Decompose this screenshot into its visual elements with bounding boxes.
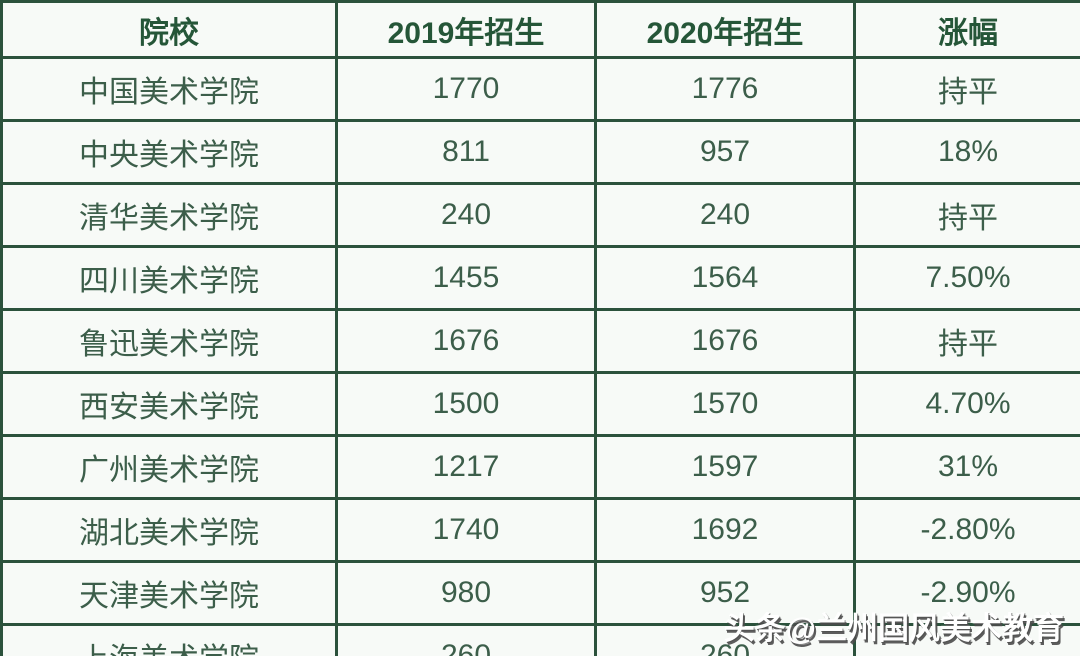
cell-change: 持平: [853, 56, 1080, 122]
cell-change: 持平: [853, 182, 1080, 248]
cell-change: 18%: [853, 119, 1080, 185]
table-row: 天津美术学院 980 952 -2.90%: [0, 560, 1080, 626]
cell-2020-enrollment: 1564: [594, 245, 856, 311]
table-row: 中央美术学院 811 957 18%: [0, 119, 1080, 185]
cell-2020-enrollment: 957: [594, 119, 856, 185]
cell-change: -2.90%: [853, 560, 1080, 626]
cell-institution: 广州美术学院: [0, 434, 338, 500]
cell-change: 7.50%: [853, 245, 1080, 311]
cell-change: [853, 623, 1080, 656]
header-change: 涨幅: [853, 0, 1080, 59]
cell-2019-enrollment: 811: [335, 119, 597, 185]
cell-2020-enrollment: 1570: [594, 371, 856, 437]
cell-2019-enrollment: 260: [335, 623, 597, 656]
cell-2019-enrollment: 1770: [335, 56, 597, 122]
cell-institution: 四川美术学院: [0, 245, 338, 311]
header-2020-enrollment: 2020年招生: [594, 0, 856, 59]
cell-institution: 中央美术学院: [0, 119, 338, 185]
table-row: 鲁迅美术学院 1676 1676 持平: [0, 308, 1080, 374]
cell-2019-enrollment: 240: [335, 182, 597, 248]
cell-institution: 清华美术学院: [0, 182, 338, 248]
cell-2019-enrollment: 1676: [335, 308, 597, 374]
cell-2020-enrollment: 260: [594, 623, 856, 656]
table-row: 西安美术学院 1500 1570 4.70%: [0, 371, 1080, 437]
cell-2020-enrollment: 1776: [594, 56, 856, 122]
cell-2020-enrollment: 1597: [594, 434, 856, 500]
cell-change: 4.70%: [853, 371, 1080, 437]
table-row: 湖北美术学院 1740 1692 -2.80%: [0, 497, 1080, 563]
table-row: 清华美术学院 240 240 持平: [0, 182, 1080, 248]
cell-institution: 上海美术学院: [0, 623, 338, 656]
cell-institution: 鲁迅美术学院: [0, 308, 338, 374]
cell-change: 31%: [853, 434, 1080, 500]
cell-institution: 湖北美术学院: [0, 497, 338, 563]
cell-2020-enrollment: 1692: [594, 497, 856, 563]
cell-2019-enrollment: 1455: [335, 245, 597, 311]
table-row: 四川美术学院 1455 1564 7.50%: [0, 245, 1080, 311]
cell-2019-enrollment: 980: [335, 560, 597, 626]
table-row: 中国美术学院 1770 1776 持平: [0, 56, 1080, 122]
table-row: 上海美术学院 260 260: [0, 623, 1080, 656]
table-header-row: 院校 2019年招生 2020年招生 涨幅: [0, 0, 1080, 59]
cell-2019-enrollment: 1217: [335, 434, 597, 500]
cell-institution: 天津美术学院: [0, 560, 338, 626]
cell-2020-enrollment: 1676: [594, 308, 856, 374]
header-2019-enrollment: 2019年招生: [335, 0, 597, 59]
cell-change: -2.80%: [853, 497, 1080, 563]
cell-change: 持平: [853, 308, 1080, 374]
header-institution: 院校: [0, 0, 338, 59]
cell-institution: 西安美术学院: [0, 371, 338, 437]
table-row: 广州美术学院 1217 1597 31%: [0, 434, 1080, 500]
cell-2020-enrollment: 952: [594, 560, 856, 626]
cell-2020-enrollment: 240: [594, 182, 856, 248]
cell-2019-enrollment: 1500: [335, 371, 597, 437]
cell-institution: 中国美术学院: [0, 56, 338, 122]
cell-2019-enrollment: 1740: [335, 497, 597, 563]
